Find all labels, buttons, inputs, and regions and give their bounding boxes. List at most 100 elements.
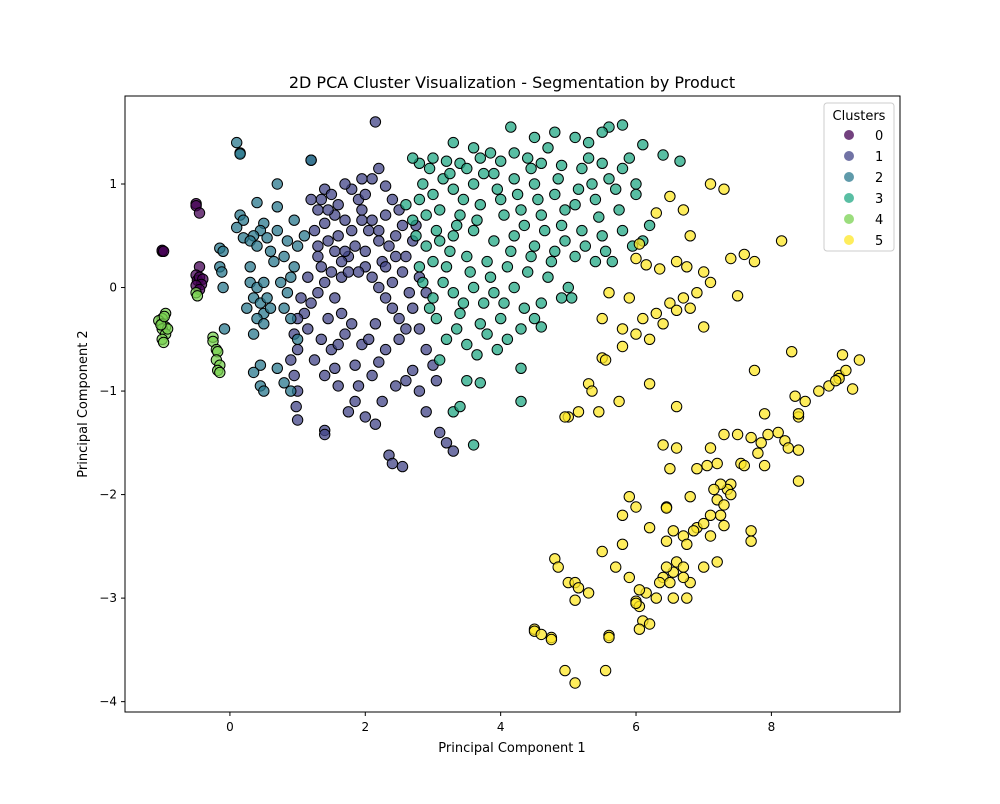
data-point-cluster-1 — [339, 328, 351, 340]
data-point-cluster-3 — [569, 199, 581, 211]
data-point-cluster-5 — [745, 535, 757, 547]
data-point-cluster-2 — [268, 255, 280, 268]
data-point-cluster-5 — [664, 576, 676, 589]
data-point-cluster-5 — [596, 545, 608, 558]
data-point-cluster-5 — [630, 501, 642, 513]
data-point-cluster-2 — [288, 261, 300, 273]
data-point-cluster-1 — [407, 364, 419, 377]
data-point-cluster-2 — [258, 276, 270, 289]
legend-label-cluster-0: 0 — [875, 129, 883, 144]
data-point-cluster-1 — [386, 302, 399, 314]
data-point-cluster-5 — [650, 592, 662, 604]
data-point-cluster-1 — [386, 276, 399, 289]
data-point-cluster-5 — [755, 437, 767, 449]
data-point-cluster-1 — [400, 250, 412, 263]
legend-marker-cluster-5 — [844, 235, 854, 245]
data-point-cluster-3 — [427, 188, 439, 201]
data-point-cluster-5 — [616, 323, 629, 335]
data-point-cluster-2 — [271, 201, 283, 213]
data-point-cluster-1 — [325, 266, 338, 278]
data-point-cluster-5 — [704, 509, 717, 521]
data-point-cluster-1 — [373, 356, 385, 368]
data-point-cluster-1 — [447, 445, 459, 457]
data-point-cluster-3 — [454, 209, 466, 221]
data-point-cluster-1 — [305, 297, 317, 309]
data-point-cluster-5 — [731, 428, 744, 441]
data-point-cluster-3 — [461, 162, 473, 175]
data-point-cluster-3 — [464, 266, 476, 278]
data-point-cluster-3 — [495, 312, 507, 325]
data-point-cluster-5 — [660, 561, 673, 573]
data-point-cluster-5 — [691, 287, 703, 299]
data-point-cluster-5 — [684, 491, 696, 503]
data-point-cluster-3 — [407, 214, 419, 226]
data-point-cluster-1 — [359, 188, 371, 201]
data-point-cluster-1 — [319, 217, 331, 230]
data-point-cluster-3 — [643, 219, 656, 232]
data-point-cluster-5 — [670, 442, 683, 454]
data-point-cluster-3 — [457, 193, 470, 206]
data-point-cluster-5 — [572, 582, 585, 594]
data-point-cluster-1 — [390, 380, 402, 392]
data-point-cluster-1 — [369, 318, 382, 330]
data-point-cluster-2 — [247, 366, 260, 379]
data-point-cluster-2 — [278, 302, 290, 314]
data-point-cluster-3 — [508, 173, 520, 185]
data-point-cluster-3 — [447, 287, 459, 299]
data-point-cluster-3 — [549, 245, 561, 258]
data-point-cluster-5 — [752, 447, 764, 459]
data-point-cluster-1 — [322, 204, 334, 216]
data-point-cluster-5 — [799, 395, 811, 408]
data-point-cluster-5 — [552, 561, 564, 573]
data-point-cluster-3 — [515, 204, 527, 216]
data-point-cluster-2 — [251, 196, 263, 209]
data-point-cluster-1 — [349, 240, 361, 252]
data-point-cluster-3 — [413, 261, 426, 273]
data-point-cluster-3 — [555, 219, 568, 232]
data-point-cluster-5 — [738, 459, 750, 472]
data-point-cluster-3 — [481, 328, 493, 340]
data-point-cluster-3 — [498, 297, 510, 309]
data-point-cluster-5 — [610, 561, 622, 573]
data-point-cluster-3 — [474, 377, 486, 389]
data-point-cluster-1 — [379, 343, 392, 356]
data-point-cluster-3 — [467, 142, 480, 154]
data-point-cluster-3 — [610, 183, 622, 195]
data-point-cluster-3 — [518, 302, 530, 314]
data-point-cluster-3 — [471, 349, 483, 361]
data-point-cluster-5 — [623, 292, 635, 304]
data-point-cluster-3 — [576, 224, 588, 237]
data-point-cluster-5 — [711, 556, 723, 568]
data-point-cluster-1 — [379, 209, 392, 221]
data-point-cluster-3 — [444, 167, 456, 180]
plot-frame — [124, 95, 901, 713]
data-point-cluster-5 — [670, 400, 683, 413]
data-point-cluster-3 — [447, 136, 459, 149]
data-point-cluster-4 — [191, 290, 204, 302]
data-point-cluster-2 — [234, 148, 246, 160]
data-point-cluster-3 — [478, 297, 490, 309]
data-point-cluster-5 — [836, 349, 849, 361]
legend-label-cluster-5: 5 — [875, 234, 883, 249]
data-point-cluster-3 — [518, 219, 530, 232]
data-point-cluster-5 — [623, 571, 635, 584]
y-tick-label: 0 — [109, 281, 117, 295]
y-tick-label: 1 — [109, 177, 117, 191]
data-point-cluster-5 — [731, 290, 744, 302]
data-point-cluster-3 — [562, 281, 574, 294]
data-point-cluster-3 — [461, 375, 473, 387]
data-point-cluster-3 — [528, 312, 541, 325]
data-point-cluster-5 — [616, 509, 629, 521]
data-point-cluster-3 — [579, 240, 591, 252]
data-point-cluster-1 — [312, 240, 324, 252]
data-point-cluster-3 — [623, 152, 635, 164]
data-point-cluster-1 — [379, 292, 392, 304]
data-point-cluster-3 — [528, 178, 541, 190]
data-point-cluster-1 — [373, 162, 385, 175]
data-point-cluster-3 — [616, 162, 629, 175]
data-point-cluster-3 — [559, 204, 571, 216]
data-point-cluster-3 — [505, 121, 517, 133]
chart-title: 2D PCA Cluster Visualization - Segmentat… — [289, 73, 735, 92]
data-point-cluster-1 — [356, 173, 368, 185]
data-point-cluster-1 — [359, 411, 371, 423]
